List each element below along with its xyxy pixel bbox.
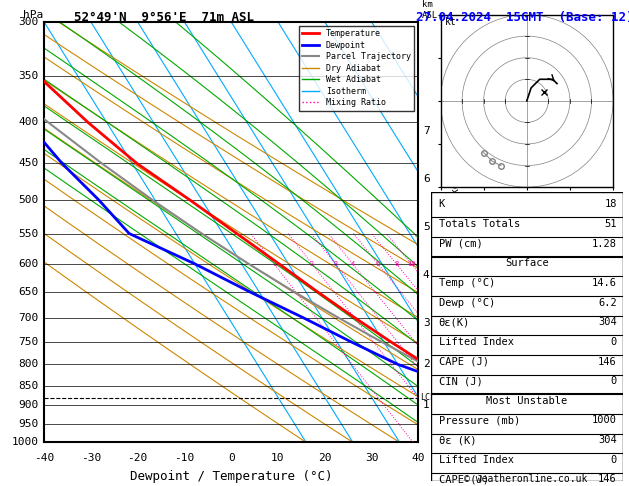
Text: CAPE (J): CAPE (J)	[438, 357, 489, 366]
Text: 304: 304	[598, 317, 617, 327]
Text: 52°49'N  9°56'E  71m ASL: 52°49'N 9°56'E 71m ASL	[74, 11, 253, 24]
Text: © weatheronline.co.uk: © weatheronline.co.uk	[464, 473, 587, 484]
Text: CIN (J): CIN (J)	[438, 376, 482, 386]
Text: Pressure (mb): Pressure (mb)	[438, 416, 520, 426]
Text: 850: 850	[18, 381, 38, 391]
Text: LCL: LCL	[420, 393, 435, 402]
Text: Surface: Surface	[505, 258, 548, 268]
Text: 450: 450	[18, 158, 38, 169]
Text: 2: 2	[423, 359, 430, 369]
Text: 1000: 1000	[11, 437, 38, 447]
Text: 304: 304	[598, 435, 617, 445]
Text: PW (cm): PW (cm)	[438, 239, 482, 248]
Text: 1: 1	[423, 400, 430, 411]
Text: 146: 146	[598, 474, 617, 485]
Text: Lifted Index: Lifted Index	[438, 455, 513, 465]
Text: 6: 6	[376, 261, 380, 267]
Text: 0: 0	[611, 376, 617, 386]
Text: km
ASL: km ASL	[422, 0, 438, 20]
Text: 3: 3	[333, 261, 338, 267]
Text: -20: -20	[128, 453, 148, 463]
Text: 950: 950	[18, 419, 38, 429]
Text: 30: 30	[365, 453, 378, 463]
Text: 7: 7	[423, 126, 430, 136]
Text: 400: 400	[18, 117, 38, 127]
Text: 18: 18	[604, 199, 617, 209]
Text: 6: 6	[423, 174, 430, 184]
Text: K: K	[438, 199, 445, 209]
Text: 146: 146	[598, 357, 617, 366]
Text: Dewp (°C): Dewp (°C)	[438, 297, 495, 308]
Text: -40: -40	[34, 453, 54, 463]
Text: Mixing Ratio (g/kg): Mixing Ratio (g/kg)	[451, 176, 460, 288]
Text: 5: 5	[423, 222, 430, 232]
Text: 500: 500	[18, 195, 38, 205]
Text: -30: -30	[81, 453, 101, 463]
Text: 700: 700	[18, 312, 38, 323]
Text: 27.04.2024  15GMT  (Base: 12): 27.04.2024 15GMT (Base: 12)	[416, 11, 629, 24]
Text: 0: 0	[228, 453, 235, 463]
Text: Lifted Index: Lifted Index	[438, 337, 513, 347]
Text: -10: -10	[174, 453, 194, 463]
Text: θε(K): θε(K)	[438, 317, 470, 327]
Text: 10: 10	[271, 453, 285, 463]
Text: 750: 750	[18, 337, 38, 347]
Text: Temp (°C): Temp (°C)	[438, 278, 495, 288]
Legend: Temperature, Dewpoint, Parcel Trajectory, Dry Adiabat, Wet Adiabat, Isotherm, Mi: Temperature, Dewpoint, Parcel Trajectory…	[299, 26, 414, 111]
Text: 8: 8	[394, 261, 399, 267]
Text: 51: 51	[604, 219, 617, 229]
Text: 2: 2	[310, 261, 314, 267]
Text: 600: 600	[18, 259, 38, 269]
Text: 350: 350	[18, 70, 38, 81]
Text: Totals Totals: Totals Totals	[438, 219, 520, 229]
Text: 4: 4	[423, 270, 430, 280]
Text: 900: 900	[18, 400, 38, 411]
Text: 650: 650	[18, 287, 38, 297]
Text: 1: 1	[272, 261, 276, 267]
Text: 1000: 1000	[592, 416, 617, 426]
Text: 40: 40	[411, 453, 425, 463]
Text: 1.28: 1.28	[592, 239, 617, 248]
Text: 14.6: 14.6	[592, 278, 617, 288]
Text: 4: 4	[350, 261, 355, 267]
Text: CAPE (J): CAPE (J)	[438, 474, 489, 485]
Text: Dewpoint / Temperature (°C): Dewpoint / Temperature (°C)	[130, 469, 332, 483]
Text: 550: 550	[18, 228, 38, 239]
Text: 0: 0	[611, 455, 617, 465]
Text: 20: 20	[318, 453, 331, 463]
Text: 10: 10	[407, 261, 415, 267]
Text: 800: 800	[18, 359, 38, 369]
Text: 0: 0	[611, 337, 617, 347]
Text: 6.2: 6.2	[598, 297, 617, 308]
Text: 300: 300	[18, 17, 38, 27]
Text: 3: 3	[423, 318, 430, 328]
Text: θε (K): θε (K)	[438, 435, 476, 445]
Text: hPa: hPa	[23, 10, 43, 20]
Text: kt: kt	[445, 17, 457, 27]
Text: Most Unstable: Most Unstable	[486, 396, 567, 406]
